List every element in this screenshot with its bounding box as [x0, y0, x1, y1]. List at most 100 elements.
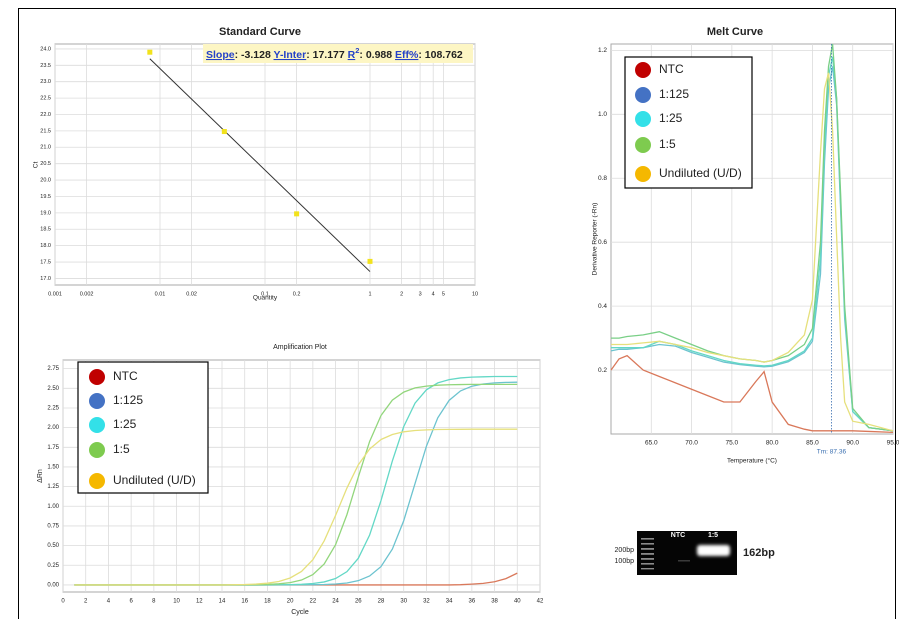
- legend-marker: [89, 473, 105, 489]
- legend-marker: [635, 111, 651, 127]
- x-tick-label: 40: [514, 599, 521, 605]
- annotation-label: Y-Inter: [274, 49, 307, 61]
- series-line: [610, 354, 894, 434]
- y-tick-label: 23.0: [40, 79, 51, 85]
- x-tick-label: 75.0: [726, 440, 739, 447]
- x-tick-label: 8: [152, 599, 156, 605]
- band-size-label: 162bp: [743, 547, 775, 559]
- x-tick-label: 20: [287, 599, 294, 605]
- y-tick-label: 20.5: [40, 161, 51, 167]
- x-tick-label: 0.002: [80, 291, 94, 297]
- y-tick-label: 18.0: [40, 243, 51, 249]
- chart: 0.2 0.4 0.6 0.8 1.0 1.2 65.0 70.0 75.0 80.0 85.0 90…: [592, 26, 899, 465]
- x-axis-label: Temperature (°C): [727, 457, 777, 465]
- x-axis-label: Cycle: [291, 609, 309, 616]
- y-tick-label: 0.2: [598, 367, 607, 374]
- legend-label: NTC: [113, 369, 138, 383]
- y-tick-label: 0.75: [47, 524, 59, 530]
- y-tick-label: 1.75: [47, 445, 59, 451]
- y-tick-label: 18.5: [40, 227, 51, 233]
- legend-marker: [89, 417, 105, 433]
- chart: 0.00 0.25 0.50 0.75 1.00 1.25 1.50 1.75 2.00 2.25…: [37, 344, 544, 616]
- data-point: [294, 211, 300, 217]
- y-tick-label: 1.0: [598, 111, 607, 118]
- legend-label: NTC: [659, 62, 684, 76]
- y-tick-label: 1.2: [598, 47, 607, 54]
- legend-marker: [635, 62, 651, 78]
- y-tick-label: 23.5: [40, 63, 51, 69]
- chart-title: Amplification Plot: [273, 344, 327, 351]
- legend-label: 1:125: [659, 87, 689, 101]
- x-tick-label: 38: [491, 599, 498, 605]
- chart-title: Standard Curve: [219, 26, 301, 38]
- annotation-value: : 108.762: [418, 49, 463, 61]
- x-tick-label: 0: [61, 599, 65, 605]
- ladder-band: [641, 548, 654, 550]
- y-tick-label: 1.00: [47, 504, 59, 510]
- annotation-value: : 0.988: [359, 49, 395, 61]
- ladder-band: [641, 563, 654, 565]
- x-tick-label: 4: [107, 599, 111, 605]
- fit-line: [149, 58, 371, 272]
- ladder-band: [641, 553, 654, 555]
- chart: 17.0 17.5 18.0 18.5 19.0 19.5 20.0 20.5 21.0 21.5…: [33, 26, 478, 302]
- gel-image: NTC 1:5 200bp 100bp 162bp: [615, 531, 775, 575]
- x-tick-label: 0.02: [186, 291, 197, 297]
- x-tick-label: 70.0: [685, 440, 698, 447]
- y-axis-label: ΔRn: [37, 469, 44, 483]
- legend-marker: [635, 137, 651, 153]
- y-axis-label: Derivative Reporter (-Rn): [592, 203, 599, 276]
- x-tick-label: 2: [84, 599, 88, 605]
- ladder-label: 200bp: [615, 547, 635, 554]
- x-tick-label: 5: [442, 291, 445, 297]
- y-tick-label: 21.0: [40, 145, 51, 151]
- x-tick-label: 24: [332, 599, 339, 605]
- y-tick-label: 21.5: [40, 128, 51, 134]
- ladder-band: [641, 568, 654, 570]
- y-tick-label: 20.0: [40, 178, 51, 184]
- legend-label: 1:25: [659, 111, 683, 125]
- x-tick-label: 80.0: [766, 440, 779, 447]
- annotation-value: : 17.177: [306, 49, 347, 61]
- x-tick-label: 95.0: [887, 440, 899, 447]
- x-tick-label: 0.1: [261, 291, 269, 297]
- annotation-label: Slope: [206, 49, 235, 61]
- x-tick-label: 65.0: [645, 440, 658, 447]
- figure-frame: [18, 8, 896, 619]
- y-tick-label: 0.50: [47, 543, 59, 549]
- y-tick-label: 1.50: [47, 465, 59, 471]
- legend-label: 1:25: [113, 417, 137, 431]
- x-tick-label: 16: [241, 599, 248, 605]
- annotation-label: Eff%: [395, 49, 419, 61]
- x-tick-label: 42: [537, 599, 544, 605]
- y-tick-label: 0.6: [598, 239, 607, 246]
- y-tick-label: 0.00: [47, 583, 59, 589]
- y-tick-label: 0.4: [598, 303, 607, 310]
- x-tick-label: 10: [173, 599, 180, 605]
- x-tick-label: 2: [400, 291, 403, 297]
- annotation-label: R: [348, 49, 356, 61]
- product-band: [697, 545, 730, 556]
- x-tick-label: 36: [469, 599, 476, 605]
- annotation-value: : -3.128: [235, 49, 274, 61]
- y-tick-label: 0.25: [47, 563, 59, 569]
- x-tick-label: 4: [432, 291, 435, 297]
- x-tick-label: 1: [368, 291, 371, 297]
- y-tick-label: 2.75: [47, 366, 59, 372]
- x-tick-label: 28: [378, 599, 385, 605]
- ntc-band: [678, 560, 690, 562]
- x-tick-label: 32: [423, 599, 430, 605]
- x-tick-label: 22: [310, 599, 317, 605]
- chart-title: Melt Curve: [707, 26, 763, 38]
- data-point: [367, 258, 373, 264]
- x-tick-label: 10: [472, 291, 478, 297]
- legend-marker: [89, 442, 105, 458]
- y-tick-label: 22.5: [40, 96, 51, 102]
- legend-label: 1:5: [113, 442, 130, 456]
- legend-marker: [89, 369, 105, 385]
- series-line: [74, 428, 518, 586]
- legend-label: Undiluted (U/D): [659, 166, 742, 180]
- x-tick-label: 12: [196, 599, 203, 605]
